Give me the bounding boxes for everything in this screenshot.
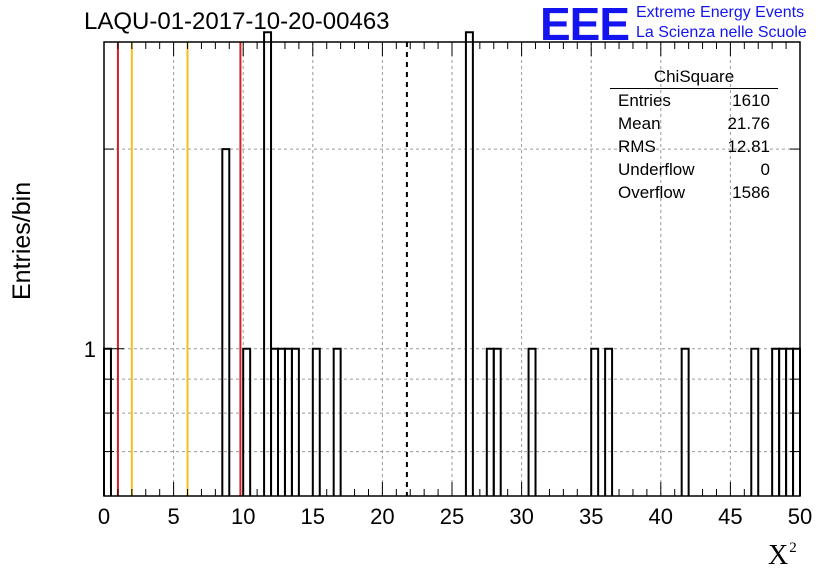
stats-row: Entries 1610 <box>610 89 778 112</box>
x-tick-label: 25 <box>440 504 464 529</box>
histogram-bin <box>527 347 537 496</box>
stats-label: Underflow <box>618 160 695 179</box>
histogram-bin <box>103 347 112 496</box>
stats-title: ChiSquare <box>610 66 778 89</box>
eee-logo-mark: EEE <box>540 0 630 50</box>
histogram-bin <box>492 347 502 496</box>
histogram-bin <box>590 347 600 496</box>
chart-title: LAQU-01-2017-10-20-00463 <box>84 8 390 35</box>
histogram-bin <box>464 31 474 496</box>
x-tick-label: 30 <box>509 504 533 529</box>
histogram-bin <box>792 347 801 496</box>
stats-value: 21.76 <box>727 114 770 133</box>
stats-label: RMS <box>618 137 656 156</box>
histogram-bin <box>680 347 690 496</box>
histogram-bin <box>283 347 293 496</box>
x-tick-label: 45 <box>718 504 742 529</box>
histogram-bin <box>778 347 788 496</box>
stats-box: ChiSquare Entries 1610 Mean 21.76 RMS 12… <box>610 66 778 204</box>
logo-line-2: La Scienza nelle Scuole <box>636 24 807 41</box>
histogram-bin <box>750 347 760 496</box>
x-axis-label: X2 <box>768 540 797 572</box>
stats-row: Mean 21.76 <box>610 112 778 135</box>
x-axis-label-base: X <box>768 540 789 571</box>
y-tick-label: 1 <box>84 337 96 362</box>
x-tick-label: 40 <box>649 504 673 529</box>
y-axis-label: Entries/bin <box>8 181 36 300</box>
stats-label: Overflow <box>618 183 686 202</box>
stats-value: 0 <box>760 160 770 179</box>
x-tick-label: 0 <box>98 504 110 529</box>
stats-label: Mean <box>618 114 661 133</box>
x-tick-label: 10 <box>231 504 255 529</box>
stats-value: 1610 <box>732 91 770 110</box>
histogram-bin <box>263 31 273 496</box>
histogram-bin <box>485 347 495 496</box>
histogram-bin <box>332 347 342 496</box>
x-tick-label: 35 <box>579 504 603 529</box>
histogram-bin <box>270 347 279 496</box>
x-tick-label: 50 <box>788 504 812 529</box>
logo-line-1: Extreme Energy Events <box>636 4 805 21</box>
stats-row: Overflow 1586 <box>610 181 778 204</box>
histogram-bin <box>221 148 231 496</box>
x-tick-label: 20 <box>370 504 394 529</box>
histogram-bin <box>290 347 300 496</box>
histogram-bin <box>277 347 286 496</box>
x-tick-label: 5 <box>167 504 179 529</box>
x-tick-label: 15 <box>301 504 325 529</box>
eee-logo: EEE <box>540 0 630 50</box>
stats-value: 1586 <box>732 183 770 202</box>
stats-row: RMS 12.81 <box>610 135 778 158</box>
histogram-bin <box>785 347 795 496</box>
histogram-bin <box>311 347 321 496</box>
histogram-bin <box>242 347 252 496</box>
stats-value: 12.81 <box>727 137 770 156</box>
stats-row: Underflow 0 <box>610 158 778 181</box>
histogram-bin <box>604 347 614 496</box>
stats-label: Entries <box>618 91 671 110</box>
x-axis-label-sup: 2 <box>789 540 797 556</box>
histogram-bin <box>771 347 781 496</box>
